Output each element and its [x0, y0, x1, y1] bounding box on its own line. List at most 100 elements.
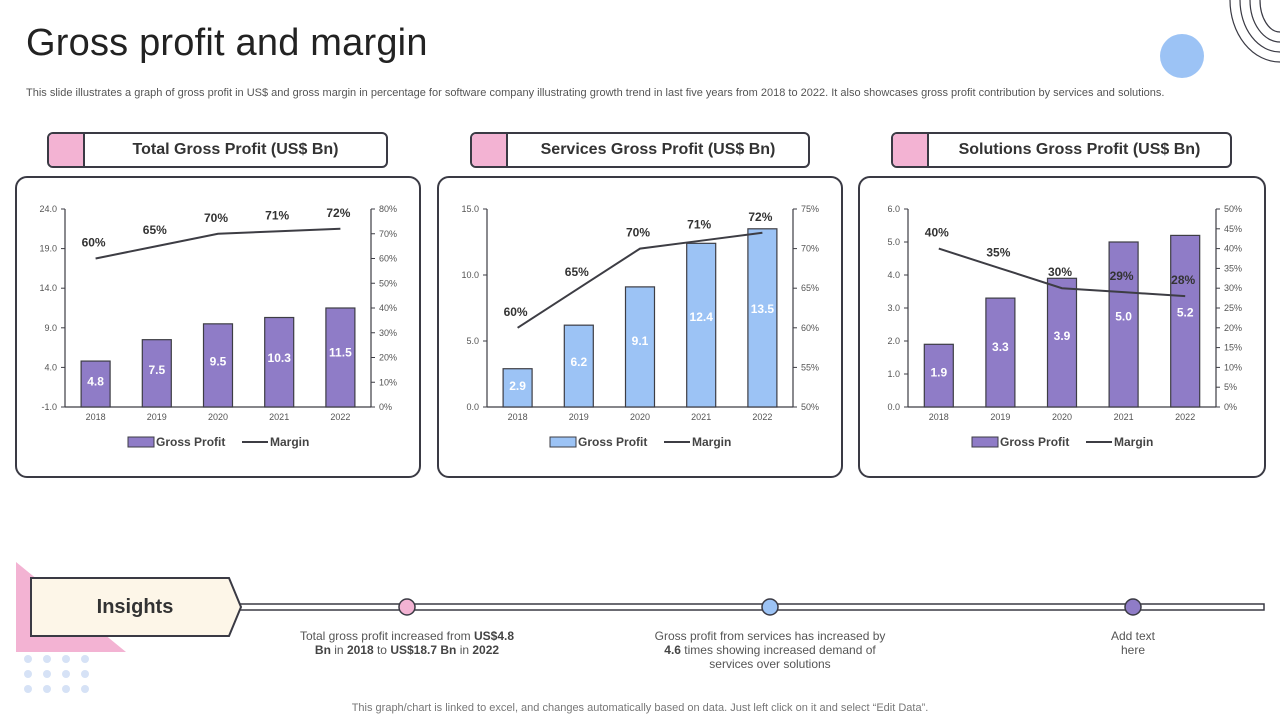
y2-tick-label: 30% [379, 328, 397, 338]
bar-data-label: 7.5 [148, 363, 165, 377]
bar-data-label: 5.2 [1177, 306, 1194, 320]
y-tick-label: 6.0 [887, 204, 900, 214]
header-swatch [893, 134, 929, 166]
insight-text-3[interactable]: Add text here [1110, 629, 1156, 657]
y2-tick-label: 0% [1224, 402, 1237, 412]
header-swatch [49, 134, 85, 166]
legend-label: Margin [1114, 435, 1153, 449]
margin-line [938, 247, 1186, 298]
y2-tick-label: 20% [379, 353, 397, 363]
y2-tick-label: 55% [801, 362, 819, 372]
margin-line [517, 231, 763, 329]
legend-label: Gross Profit [578, 435, 647, 449]
y2-tick-label: 10% [1224, 362, 1242, 372]
margin-data-label: 60% [82, 236, 106, 250]
legend-swatch-bars [549, 436, 577, 448]
y-tick-label: 19.0 [39, 244, 57, 254]
legend-label: Gross Profit [1000, 435, 1069, 449]
x-tick-label: 2018 [929, 412, 949, 422]
x-tick-label: 2019 [990, 412, 1010, 422]
y2-tick-label: 70% [379, 229, 397, 239]
bar [1170, 234, 1201, 408]
y2-tick-label: 60% [801, 323, 819, 333]
legend-swatch-bars [127, 436, 155, 448]
margin-data-label: 72% [748, 210, 772, 224]
insight-text-2: Gross profit from services has increased… [654, 629, 886, 671]
y2-tick-label: 0% [379, 402, 392, 412]
y2-tick-label: 25% [1224, 303, 1242, 313]
insight-text-1: Total gross profit increased from US$4.8… [299, 629, 515, 657]
y2-tick-label: 40% [1224, 244, 1242, 254]
bar [502, 368, 533, 408]
legend-label: Gross Profit [156, 435, 225, 449]
y-tick-label: 5.0 [887, 237, 900, 247]
margin-data-label: 29% [1110, 269, 1134, 283]
bar [202, 323, 234, 408]
page-subtitle: This slide illustrates a graph of gross … [26, 87, 1165, 99]
y2-tick-label: 45% [1224, 224, 1242, 234]
margin-data-label: 65% [143, 223, 167, 237]
y2-tick-label: 60% [379, 254, 397, 264]
chart-title-solutions: Solutions Gross Profit (US$ Bn) [958, 141, 1201, 158]
insights-decoration [16, 562, 1265, 693]
y-tick-label: 0.0 [466, 402, 479, 412]
page-title: Gross profit and margin [26, 22, 428, 64]
chart-panel-services[interactable]: 0.0 5.0 10.0 15.0 50% 55% 60% 65% 70% 75% 2.9 2018 6… [437, 176, 843, 478]
bar [1108, 241, 1139, 408]
margin-data-label: 35% [986, 245, 1010, 259]
bar [624, 286, 656, 408]
x-tick-label: 2022 [330, 412, 350, 422]
y2-tick-label: 50% [379, 278, 397, 288]
bar-data-label: 1.9 [930, 366, 947, 380]
y-tick-label: 14.0 [39, 283, 57, 293]
y-tick-label: 5.0 [466, 336, 479, 346]
x-tick-label: 2021 [1114, 412, 1134, 422]
footer-note: This graph/chart is linked to excel, and… [351, 702, 929, 714]
y-tick-label: 0.0 [887, 402, 900, 412]
bar [747, 228, 778, 408]
solutions-gross-profit-chart[interactable]: 0.0 1.0 2.0 3.0 4.0 5.0 6.0 0% 5% 10% 15% 20% 25% 30%… [860, 178, 1268, 480]
bar [141, 339, 172, 408]
bar-data-label: 12.4 [690, 310, 714, 324]
y2-tick-label: 70% [801, 244, 819, 254]
bar [325, 307, 356, 408]
bar-data-label: 3.3 [992, 340, 1009, 354]
chart-panel-solutions[interactable]: 0.0 1.0 2.0 3.0 4.0 5.0 6.0 0% 5% 10% 15% 20% 25% 30%… [858, 176, 1266, 478]
y2-tick-label: 40% [379, 303, 397, 313]
bar [686, 242, 717, 408]
x-tick-label: 2021 [691, 412, 711, 422]
margin-data-label: 40% [925, 226, 949, 240]
bar-data-label: 9.1 [632, 334, 649, 348]
chart-header-total: Total Gross Profit (US$ Bn) [47, 132, 388, 168]
legend-swatch-bars [971, 436, 999, 448]
services-gross-profit-chart[interactable]: 0.0 5.0 10.0 15.0 50% 55% 60% 65% 70% 75% 2.9 2018 6… [439, 178, 845, 480]
y2-tick-label: 5% [1224, 382, 1237, 392]
y2-tick-label: 50% [1224, 204, 1242, 214]
bar-data-label: 10.3 [268, 351, 292, 365]
x-tick-label: 2022 [752, 412, 772, 422]
chart-panel-total[interactable]: -1.0 4.0 9.0 14.0 19.0 24.0 0% 10% 20% 30% 40% 50% 6… [15, 176, 421, 478]
bar [80, 360, 111, 408]
bar-data-label: 11.5 [329, 346, 352, 360]
y2-tick-label: 80% [379, 204, 397, 214]
bar-data-label: 3.9 [1054, 329, 1071, 343]
bar [563, 324, 594, 408]
x-tick-label: 2019 [569, 412, 589, 422]
total-gross-profit-chart[interactable]: -1.0 4.0 9.0 14.0 19.0 24.0 0% 10% 20% 30% 40% 50% 6… [17, 178, 423, 480]
x-tick-label: 2020 [630, 412, 650, 422]
chart-header-services: Services Gross Profit (US$ Bn) [470, 132, 810, 168]
y-tick-label: 4.0 [887, 270, 900, 280]
x-tick-label: 2020 [1052, 412, 1072, 422]
x-tick-label: 2018 [86, 412, 106, 422]
corner-decoration [1160, 0, 1280, 78]
x-tick-label: 2020 [208, 412, 228, 422]
bar-data-label: 9.5 [210, 354, 227, 368]
bar-data-label: 4.8 [87, 375, 104, 389]
bar-data-label: 13.5 [751, 302, 775, 316]
y-tick-label: 10.0 [461, 270, 479, 280]
y-tick-label: 3.0 [887, 303, 900, 313]
insights-label: Insights [96, 595, 174, 618]
bar [985, 297, 1016, 408]
x-tick-label: 2019 [147, 412, 167, 422]
bar [923, 343, 954, 408]
